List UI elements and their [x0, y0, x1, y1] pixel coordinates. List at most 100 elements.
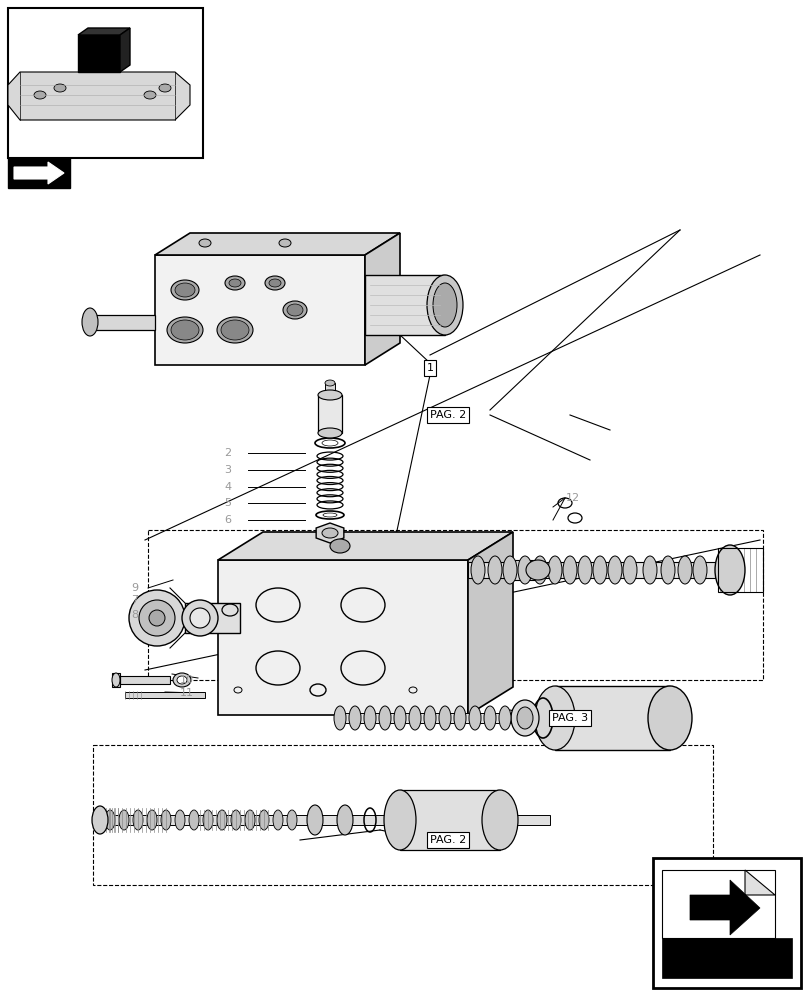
Bar [120, 676, 169, 684]
Polygon shape [155, 233, 400, 255]
Text: 3: 3 [224, 465, 231, 475]
Polygon shape [217, 532, 513, 560]
Ellipse shape [177, 676, 187, 684]
Ellipse shape [393, 706, 406, 730]
Ellipse shape [622, 556, 636, 584]
Ellipse shape [173, 673, 191, 687]
Polygon shape [689, 880, 759, 935]
Ellipse shape [323, 513, 337, 517]
Ellipse shape [322, 440, 337, 446]
Ellipse shape [647, 686, 691, 750]
Ellipse shape [427, 275, 462, 335]
Ellipse shape [423, 706, 436, 730]
Bar [148, 530, 762, 680]
Ellipse shape [577, 556, 591, 584]
Bar [467, 562, 729, 578]
Bar [8, 8, 203, 158]
Ellipse shape [203, 810, 212, 830]
Ellipse shape [349, 706, 361, 730]
Ellipse shape [217, 317, 253, 343]
Ellipse shape [517, 707, 532, 729]
Bar [112, 673, 120, 687]
Ellipse shape [112, 673, 120, 687]
Ellipse shape [286, 304, 303, 316]
Polygon shape [90, 315, 155, 330]
Text: 8: 8 [131, 610, 139, 620]
Ellipse shape [217, 810, 227, 830]
Ellipse shape [642, 556, 656, 584]
Ellipse shape [225, 276, 245, 290]
Bar [8, 158, 70, 188]
Ellipse shape [148, 610, 165, 626]
Ellipse shape [469, 706, 480, 730]
Ellipse shape [532, 556, 547, 584]
Text: 5: 5 [224, 498, 231, 508]
Ellipse shape [171, 320, 199, 340]
Ellipse shape [264, 276, 285, 290]
Ellipse shape [283, 301, 307, 319]
Bar [185, 603, 240, 633]
Bar [324, 383, 335, 395]
Ellipse shape [133, 810, 143, 830]
Ellipse shape [363, 706, 375, 730]
Ellipse shape [482, 790, 517, 850]
Ellipse shape [144, 91, 156, 99]
Ellipse shape [147, 810, 157, 830]
Ellipse shape [453, 706, 466, 730]
Ellipse shape [329, 539, 350, 553]
Ellipse shape [547, 556, 561, 584]
Bar [652, 858, 800, 988]
Bar [318, 395, 341, 433]
Ellipse shape [409, 706, 420, 730]
Polygon shape [14, 162, 64, 184]
Ellipse shape [510, 700, 539, 736]
Bar [717, 548, 762, 592]
Ellipse shape [54, 84, 66, 92]
Polygon shape [8, 72, 190, 120]
Ellipse shape [337, 805, 353, 835]
Ellipse shape [279, 239, 290, 247]
Ellipse shape [384, 790, 415, 850]
Ellipse shape [129, 590, 185, 646]
Text: 2: 2 [224, 448, 231, 458]
Ellipse shape [182, 600, 217, 636]
Text: 9: 9 [131, 583, 139, 593]
Ellipse shape [245, 810, 255, 830]
Ellipse shape [161, 810, 171, 830]
Polygon shape [78, 35, 120, 72]
Ellipse shape [499, 706, 510, 730]
Polygon shape [744, 870, 774, 895]
Bar [155, 255, 365, 365]
Bar [100, 815, 549, 825]
Ellipse shape [286, 810, 297, 830]
Ellipse shape [470, 556, 484, 584]
Ellipse shape [487, 556, 501, 584]
Bar [125, 692, 204, 698]
Ellipse shape [82, 308, 98, 336]
Bar [508, 560, 538, 580]
Ellipse shape [34, 91, 46, 99]
Ellipse shape [439, 706, 450, 730]
Ellipse shape [502, 556, 517, 584]
Text: 10: 10 [180, 675, 194, 685]
Ellipse shape [171, 280, 199, 300]
Ellipse shape [333, 706, 345, 730]
Ellipse shape [483, 706, 496, 730]
Ellipse shape [677, 556, 691, 584]
Ellipse shape [159, 84, 171, 92]
Ellipse shape [221, 320, 249, 340]
Ellipse shape [92, 806, 108, 834]
Polygon shape [78, 28, 130, 35]
Polygon shape [365, 233, 400, 365]
Ellipse shape [607, 556, 621, 584]
Text: 7: 7 [131, 595, 139, 605]
Ellipse shape [379, 706, 391, 730]
Ellipse shape [230, 810, 241, 830]
Ellipse shape [318, 390, 341, 400]
Ellipse shape [692, 556, 706, 584]
Bar [217, 560, 467, 715]
Ellipse shape [592, 556, 607, 584]
Ellipse shape [714, 545, 744, 595]
Bar [93, 745, 712, 885]
Ellipse shape [175, 283, 195, 297]
